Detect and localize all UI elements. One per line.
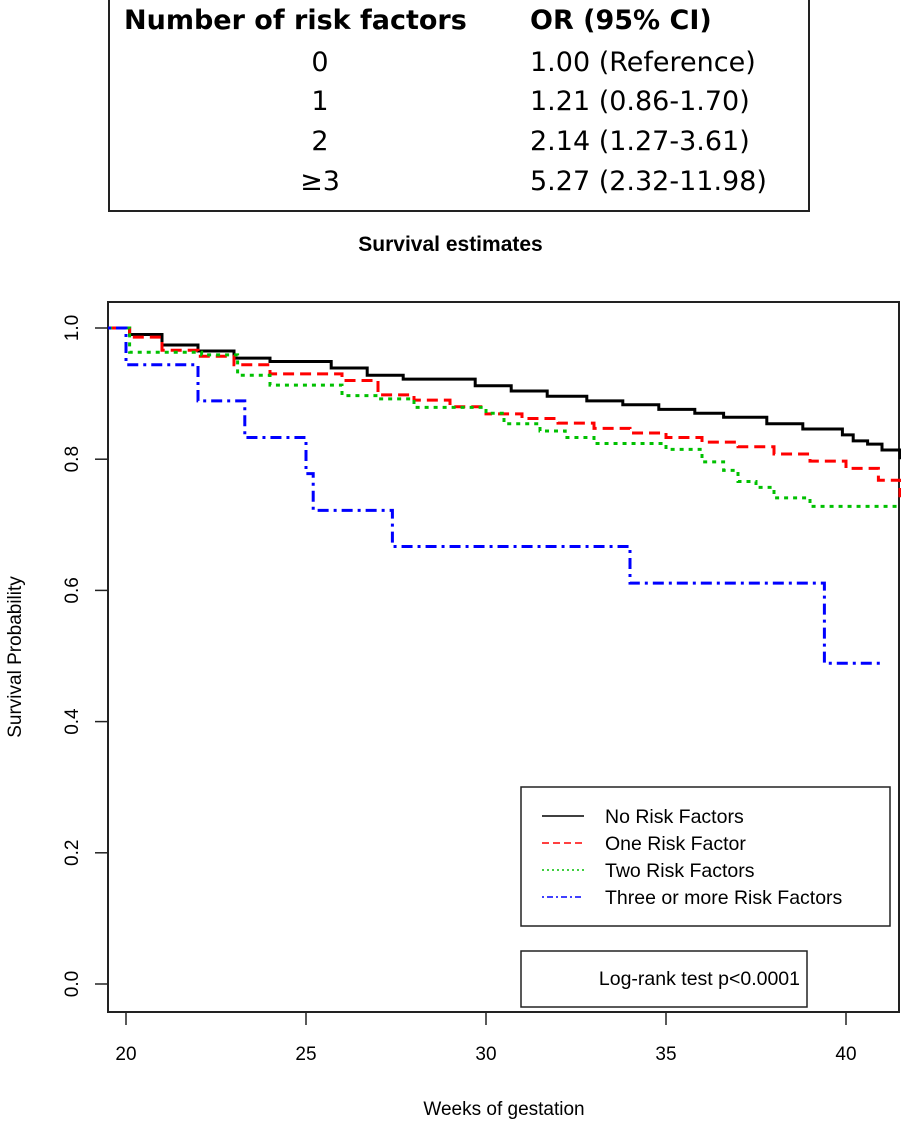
or-table-row: ≥3 5.27 (2.32-11.98) xyxy=(110,166,808,206)
odds-ratio-value: 5.27 (2.32-11.98) xyxy=(530,166,767,197)
odds-ratio-table: Number of risk factors OR (95% CI) 0 1.0… xyxy=(108,0,810,212)
or-table-row: 1 1.21 (0.86-1.70) xyxy=(110,86,808,126)
x-tick-label: 25 xyxy=(295,1044,316,1065)
x-axis-label: Weeks of gestation xyxy=(423,1099,584,1120)
x-tick-label: 20 xyxy=(115,1044,136,1065)
series-line-3 xyxy=(108,326,900,508)
plot-frame xyxy=(107,301,900,1013)
y-axis: 0.0 0.2 0.4 0.6 0.8 1.0 xyxy=(62,315,108,997)
x-axis: 20 25 30 35 40 xyxy=(115,1012,857,1065)
odds-ratio-value: 2.14 (1.27-3.61) xyxy=(530,126,750,157)
risk-factor-count: 1 xyxy=(311,86,329,117)
y-tick-label: 0.2 xyxy=(62,840,83,866)
header-or-ci: OR (95% CI) xyxy=(530,5,712,36)
legend-label: One Risk Factor xyxy=(605,833,746,855)
legend-label: Three or more Risk Factors xyxy=(605,887,843,909)
y-tick-label: 0.8 xyxy=(62,446,83,472)
or-table-row: 2 2.14 (1.27-3.61) xyxy=(110,126,808,166)
odds-ratio-value: 1.21 (0.86-1.70) xyxy=(530,86,750,117)
chart-title: Survival estimates xyxy=(358,233,543,256)
y-axis-label: Survival Probability xyxy=(5,576,26,738)
logrank-annotation: Log-rank test p<0.0001 xyxy=(520,950,808,1008)
x-tick-label: 35 xyxy=(655,1044,676,1065)
or-table-row: 0 1.00 (Reference) xyxy=(110,47,808,87)
legend: No Risk Factors One Risk Factor Two Risk F… xyxy=(520,786,891,927)
x-tick-label: 30 xyxy=(475,1044,496,1065)
y-tick-label: 0.0 xyxy=(62,971,83,997)
legend-label: No Risk Factors xyxy=(605,806,744,828)
annotation-text: Log-rank test p<0.0001 xyxy=(599,968,800,990)
risk-factor-count: ≥3 xyxy=(300,166,340,197)
series-layer xyxy=(108,326,901,665)
or-table-header: Number of risk factors OR (95% CI) xyxy=(110,5,808,45)
legend-box xyxy=(520,786,891,927)
series-line-2 xyxy=(108,326,901,498)
series-line-4 xyxy=(108,326,882,665)
annotation-box xyxy=(520,950,808,1008)
y-tick-label: 0.6 xyxy=(62,577,83,603)
header-number-of-risk-factors: Number of risk factors xyxy=(124,5,467,36)
risk-factor-count: 0 xyxy=(311,47,329,78)
series-line-1 xyxy=(108,326,901,460)
risk-factor-count: 2 xyxy=(311,126,329,157)
y-tick-label: 1.0 xyxy=(62,315,83,341)
x-tick-label: 40 xyxy=(835,1044,856,1065)
odds-ratio-value: 1.00 (Reference) xyxy=(530,47,756,78)
legend-label: Two Risk Factors xyxy=(605,860,755,882)
y-tick-label: 0.4 xyxy=(62,708,83,735)
